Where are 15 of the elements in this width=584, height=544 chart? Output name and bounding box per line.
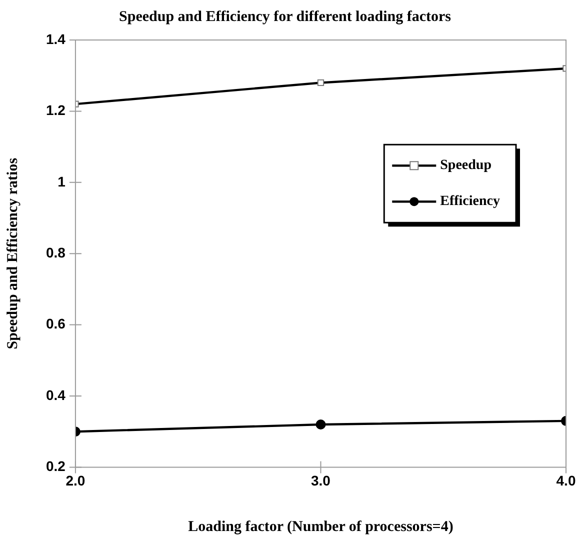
- chart-title: Speedup and Efficiency for different loading factors: [119, 8, 452, 25]
- x-axis-title: Loading factor (Number of processors=4): [188, 518, 454, 535]
- y-tick-label: 0.6: [46, 316, 66, 332]
- y-tick-label: 1.2: [46, 102, 66, 118]
- legend-label: Efficiency: [440, 194, 500, 210]
- x-tick-label: 3.0: [310, 472, 331, 488]
- y-axis-title: Speedup and Efficiency ratios: [4, 158, 21, 350]
- y-tick-label: 0.4: [46, 386, 66, 403]
- y-tick-label: 1.4: [46, 30, 66, 47]
- x-tick-label: 4.0: [556, 472, 576, 488]
- y-tick-label: 0.8: [46, 244, 66, 260]
- legend-label: Speedup: [440, 158, 492, 174]
- y-tick-label: 1: [58, 173, 66, 190]
- x-tick-label: 2.0: [66, 472, 86, 488]
- y-tick-label: 0.2: [46, 458, 66, 474]
